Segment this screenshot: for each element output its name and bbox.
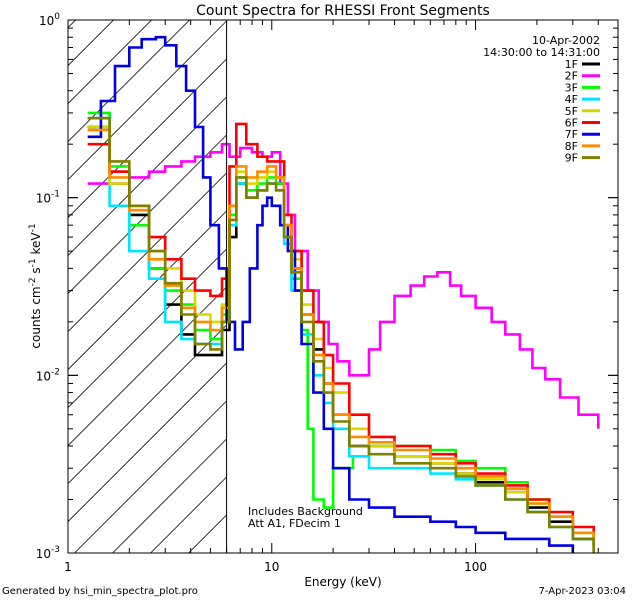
annotation-background: Includes Background [248,505,363,518]
footer-generated-by: Generated by hsi_min_spectra_plot.pro [2,586,198,597]
hatch-stroke [68,58,227,218]
hatch-stroke [68,362,227,522]
header-time-range: 14:30:00 to 14:31:00 [483,46,600,59]
hatch-stroke [74,400,227,553]
series-line-9F [87,116,595,553]
hatch-stroke [150,476,227,553]
series-line-7F [87,35,575,553]
x-axis-label: Energy (keV) [304,575,381,589]
legend-label-1F: 1F [565,58,578,71]
legend-label-2F: 2F [565,70,578,83]
y-axis-label-text: counts cm-2 s-1 keV-1 [28,223,43,348]
hatch-stroke [68,248,227,408]
y-tick-label: 10-2 [36,367,60,383]
legend-label-6F: 6F [565,117,578,130]
chart-title: Count Spectra for RHESSI Front Segments [196,3,490,19]
legend-label-9F: 9F [565,152,578,165]
legend-label-7F: 7F [565,128,578,141]
x-tick-label: 10 [264,560,279,574]
hatch-stroke [68,20,76,28]
series-line-2F [87,142,600,429]
hatch-stroke [68,20,152,104]
hatch-stroke [112,438,227,553]
hatch-stroke [68,324,227,484]
legend-label-4F: 4F [565,93,578,106]
hatch-stroke [68,20,190,142]
plot-frame [67,19,619,554]
y-tick-label: 10-1 [36,190,60,206]
annotation-attenuator: Att A1, FDecim 1 [248,517,341,530]
legend-label-3F: 3F [565,81,578,94]
hatch-stroke [68,20,114,66]
legend-label-5F: 5F [565,105,578,118]
footer-timestamp: 7-Apr-2023 03:04 [539,586,626,597]
x-tick-label: 100 [464,560,487,574]
legend-label-8F: 8F [565,140,578,153]
hatch-stroke [188,514,227,553]
axes: 1 10 100 100 10-1 10-2 10-3 [36,12,619,574]
hatch-stroke [68,20,227,180]
series-group [87,35,600,553]
y-tick-label: 100 [39,12,60,28]
y-tick-label: 10-3 [36,545,60,561]
x-tick-label: 1 [64,560,72,574]
hatch-stroke [68,210,227,370]
y-axis-label: counts cm-2 s-1 keV-1 [28,223,43,348]
header-date: 10-Apr-2002 [532,34,600,47]
series-line-8F [87,128,595,546]
